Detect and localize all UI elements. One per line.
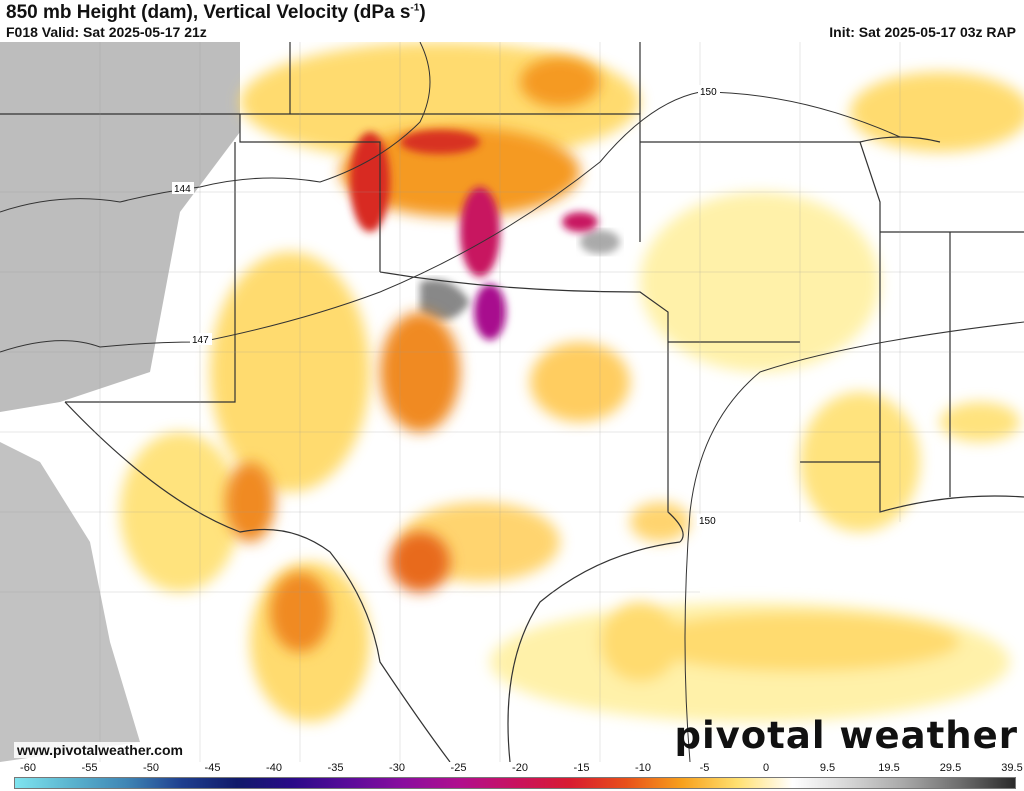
colorbar-tick: -60 (20, 762, 36, 774)
colorbar-tick: -30 (389, 762, 405, 774)
county-lines (0, 42, 1024, 762)
colorbar-tick: -5 (699, 762, 710, 774)
colorbar-tick: -25 (450, 762, 467, 774)
title-sup: -1 (410, 2, 420, 14)
colorbar-tick: -55 (81, 762, 98, 774)
contour-label: 150 (700, 87, 717, 98)
colorbar-tick: 9.5 (819, 762, 836, 774)
contour-label: 144 (174, 184, 191, 195)
title-end: ) (419, 2, 426, 23)
colorbar-tick: -20 (512, 762, 528, 774)
colorbar-tick: -15 (573, 762, 590, 774)
field-gray (0, 42, 620, 762)
contour-labels: 144 147 150 150 (172, 85, 720, 527)
colorbar-labels: -60 -55 -50 -45 -40 -35 -30 -25 -20 -15 -10 -5 0 9.5 1… (0, 762, 1024, 776)
pivotal-weather-logo: pivotal weather (674, 714, 1018, 757)
title-text: 850 mb Height (dam), Vertical Velocity (… (6, 2, 411, 23)
valid-time: F018 Valid: Sat 2025-05-17 21z (6, 24, 207, 40)
colorbar-tick: -35 (327, 762, 344, 774)
colorbar-tick: 39.5 (1001, 762, 1023, 774)
colorbar-tick: 19.5 (878, 762, 900, 774)
colorbar-tick: -40 (266, 762, 282, 774)
init-time: Init: Sat 2025-05-17 03z RAP (829, 24, 1016, 40)
colorbar-tick: -50 (143, 762, 159, 774)
website-url[interactable]: www.pivotalweather.com (14, 742, 186, 758)
contour-label: 147 (192, 335, 209, 346)
contour-label: 150 (699, 516, 716, 527)
colorbar-tick: 0 (762, 762, 770, 774)
colorbar-tick: -10 (635, 762, 651, 774)
colorbar-tick: 29.5 (939, 762, 962, 774)
colorbar-tick: -45 (204, 762, 221, 774)
map-title: 850 mb Height (dam), Vertical Velocity (… (6, 2, 426, 24)
colorbar (14, 777, 1016, 789)
weather-map[interactable]: 144 147 150 150 (0, 42, 1024, 762)
